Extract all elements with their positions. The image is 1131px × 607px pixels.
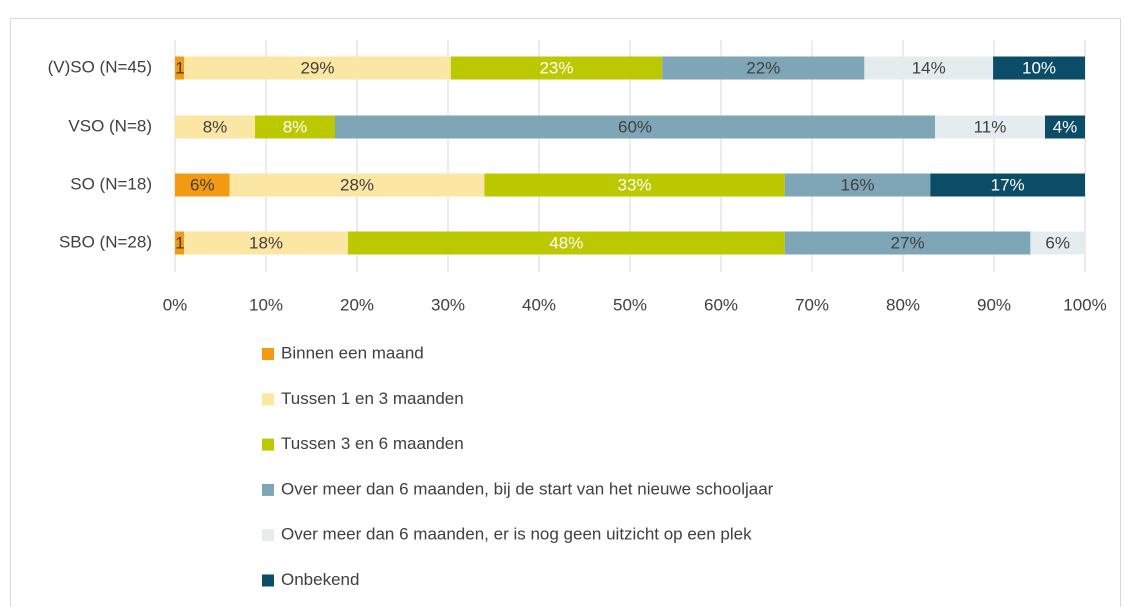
data-label: 22% xyxy=(746,58,780,77)
data-label: 8% xyxy=(203,117,228,136)
x-tick-label: 0% xyxy=(163,295,188,314)
bar-segment xyxy=(175,173,230,197)
bar-segment xyxy=(484,173,785,197)
legend-label: Over meer dan 6 maanden, bij de start va… xyxy=(281,479,774,498)
x-tick-label: 20% xyxy=(340,295,374,314)
legend-swatch xyxy=(262,438,274,451)
data-label: 8% xyxy=(283,117,308,136)
y-tick-label: (V)SO (N=45) xyxy=(48,57,152,76)
bar-segment xyxy=(935,115,1045,139)
data-label: 48% xyxy=(549,233,583,252)
data-label: 28% xyxy=(340,175,374,194)
bar-segment xyxy=(930,173,1085,197)
data-label: 14% xyxy=(912,58,946,77)
legend-label: Tussen 1 en 3 maanden xyxy=(281,389,464,408)
data-label: 60% xyxy=(618,117,652,136)
x-tick-label: 50% xyxy=(613,295,647,314)
data-label: 33% xyxy=(618,175,652,194)
legend-label: Binnen een maand xyxy=(281,343,424,362)
bar-segment xyxy=(184,56,451,80)
x-tick-label: 70% xyxy=(795,295,829,314)
legend-label: Tussen 3 en 6 maanden xyxy=(281,434,464,453)
bar-segment xyxy=(1030,231,1085,255)
bar-segment xyxy=(175,231,185,255)
bar-segment xyxy=(993,56,1085,80)
bar-segment xyxy=(450,56,663,80)
bar-segment xyxy=(184,231,348,255)
bar-segment xyxy=(255,115,335,139)
x-tick-label: 30% xyxy=(431,295,465,314)
legend-label: Onbekend xyxy=(281,570,359,589)
legend-swatch xyxy=(262,348,274,360)
legend-label: Over meer dan 6 maanden, er is nog geen … xyxy=(281,525,752,544)
x-tick-label: 10% xyxy=(249,295,283,314)
bar-segment xyxy=(335,115,935,139)
x-tick-label: 90% xyxy=(977,295,1011,314)
bar-segment xyxy=(784,231,1031,255)
y-tick-label: VSO (N=8) xyxy=(68,116,152,135)
x-tick-label: 100% xyxy=(1063,295,1106,314)
bar-segment xyxy=(175,115,255,139)
data-label: 18% xyxy=(249,233,283,252)
data-label: 29% xyxy=(300,58,334,77)
y-tick-label: SBO (N=28) xyxy=(59,232,152,251)
bar-segment xyxy=(864,56,994,80)
data-label: 16% xyxy=(840,175,874,194)
bar-segment xyxy=(662,56,865,80)
data-label: 6% xyxy=(190,175,215,194)
x-tick-label: 60% xyxy=(704,295,738,314)
legend-swatch xyxy=(262,529,274,542)
bar-segment xyxy=(175,56,185,80)
bar-segment xyxy=(229,173,485,197)
legend-swatch xyxy=(262,393,274,406)
legend-swatch xyxy=(262,483,274,496)
y-tick-label: SO (N=18) xyxy=(70,174,152,193)
legend-swatch xyxy=(262,574,274,587)
bar-segment xyxy=(347,231,785,255)
x-tick-label: 80% xyxy=(886,295,920,314)
data-label: 27% xyxy=(891,233,925,252)
bar-segment xyxy=(784,173,931,197)
data-label: 11% xyxy=(974,117,1007,136)
chart-frame xyxy=(10,18,1121,607)
data-label: 10% xyxy=(1022,58,1056,77)
x-tick-label: 40% xyxy=(522,295,556,314)
data-label: 4% xyxy=(1053,117,1078,136)
data-label: 17% xyxy=(991,175,1025,194)
data-label: 23% xyxy=(539,58,573,77)
data-label: 6% xyxy=(1045,233,1070,252)
bar-segment xyxy=(1045,115,1085,139)
